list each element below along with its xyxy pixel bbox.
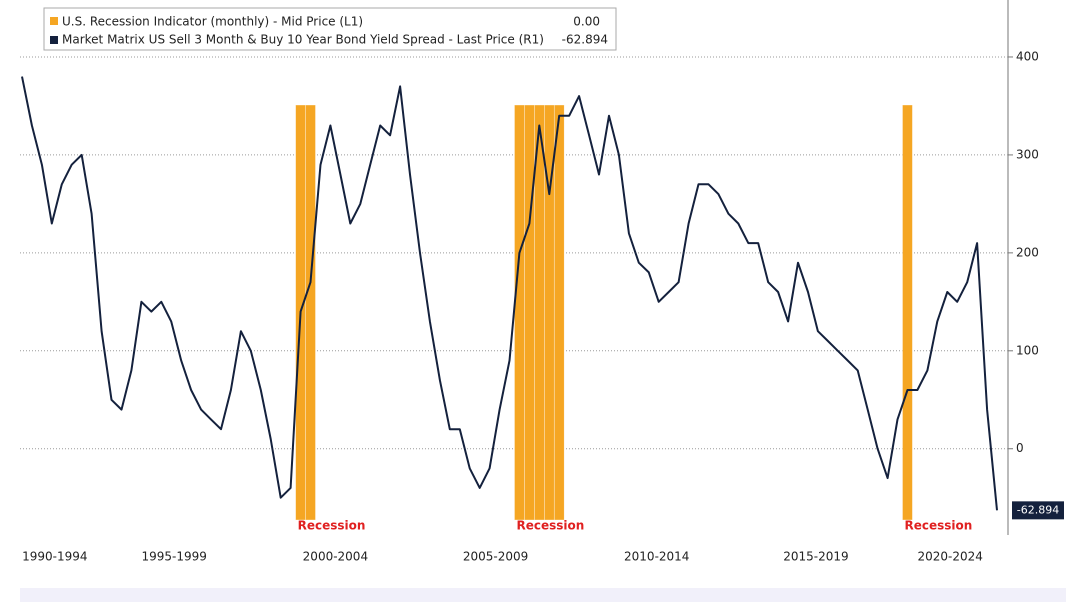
y2-tick-label: 200 bbox=[1016, 245, 1039, 259]
y2-tick-label: 100 bbox=[1016, 343, 1039, 357]
recession-bar bbox=[553, 104, 565, 521]
legend: U.S. Recession Indicator (monthly) - Mid… bbox=[43, 7, 617, 51]
legend-label: U.S. Recession Indicator (monthly) - Mid… bbox=[62, 15, 363, 29]
x-tick-label: 1990-1994 bbox=[22, 550, 87, 564]
legend-box bbox=[43, 7, 617, 51]
recession-bar bbox=[902, 104, 913, 521]
footer-strip bbox=[20, 588, 1066, 602]
recession-bar bbox=[305, 104, 316, 521]
x-tick-label: 2015-2019 bbox=[783, 550, 848, 564]
legend-value: 0.00 bbox=[573, 15, 600, 29]
y2-tick-label: 0 bbox=[1016, 441, 1024, 455]
recession-bars bbox=[295, 104, 913, 521]
recession-annotation: Recession bbox=[516, 519, 584, 533]
last-price-label: -62.894 bbox=[1017, 503, 1059, 516]
grid bbox=[20, 56, 1013, 450]
recession-bar bbox=[514, 104, 525, 521]
recession-annotation: Recession bbox=[904, 519, 972, 533]
x-tick-label: 2010-2014 bbox=[624, 550, 689, 564]
y2-tick-label: 300 bbox=[1016, 147, 1039, 161]
x-tick-label: 1995-1999 bbox=[142, 550, 207, 564]
y2-tick-label: 400 bbox=[1016, 49, 1039, 63]
recession-annotation: Recession bbox=[298, 519, 366, 533]
x-tick-label: 2000-2004 bbox=[303, 550, 368, 564]
legend-swatch bbox=[50, 17, 58, 25]
legend-swatch bbox=[50, 36, 58, 44]
recession-bar bbox=[524, 104, 535, 521]
lines bbox=[21, 76, 998, 511]
legend-label: Market Matrix US Sell 3 Month & Buy 10 Y… bbox=[62, 33, 544, 47]
last-price-tag bbox=[1012, 501, 1064, 520]
x-tick-label: 2005-2009 bbox=[463, 550, 528, 564]
labels: 0 100 200 300 400 1990-1994 1995-1999 2000-2004… bbox=[22, 49, 1064, 564]
spread-line bbox=[21, 76, 998, 511]
x-tick-label: 2020-2024 bbox=[918, 550, 983, 564]
legend-value: -62.894 bbox=[562, 33, 608, 47]
